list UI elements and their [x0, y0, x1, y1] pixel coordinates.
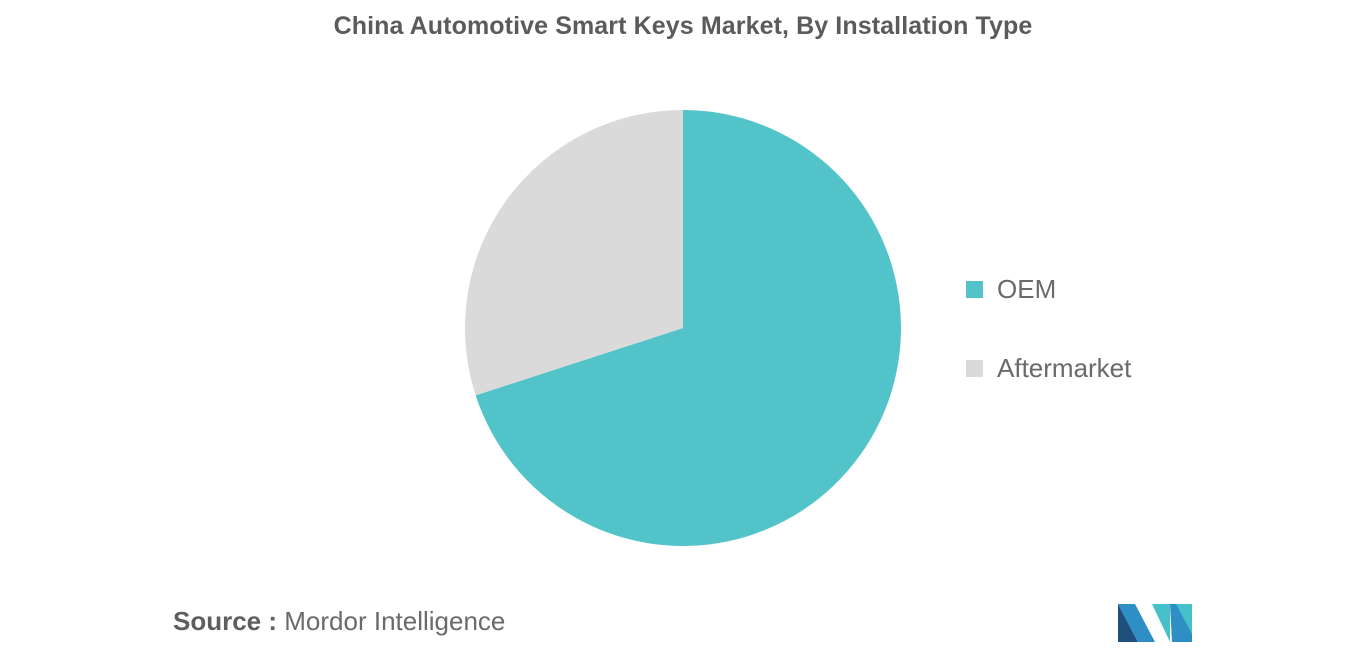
pie-chart	[464, 109, 902, 547]
source-note: Source : Mordor Intelligence	[173, 606, 505, 637]
legend-swatch-aftermarket	[966, 359, 983, 377]
chart-title: China Automotive Smart Keys Market, By I…	[333, 12, 1033, 40]
legend-swatch-oem	[966, 280, 983, 298]
legend-label-oem: OEM	[997, 273, 1057, 304]
legend-label-aftermarket: Aftermarket	[997, 352, 1132, 383]
pie-chart-svg	[465, 110, 901, 546]
source-prefix: Source :	[173, 606, 278, 636]
mordor-intelligence-logo-icon	[1118, 604, 1192, 642]
legend-item-oem: OEM	[966, 270, 1131, 308]
source-text: Mordor Intelligence	[284, 606, 506, 636]
pie-slice-aftermarket	[465, 110, 683, 396]
legend-item-aftermarket: Aftermarket	[966, 349, 1131, 387]
pie-slice-oem	[475, 110, 901, 546]
chart-legend: OEM Aftermarket	[966, 270, 1131, 428]
